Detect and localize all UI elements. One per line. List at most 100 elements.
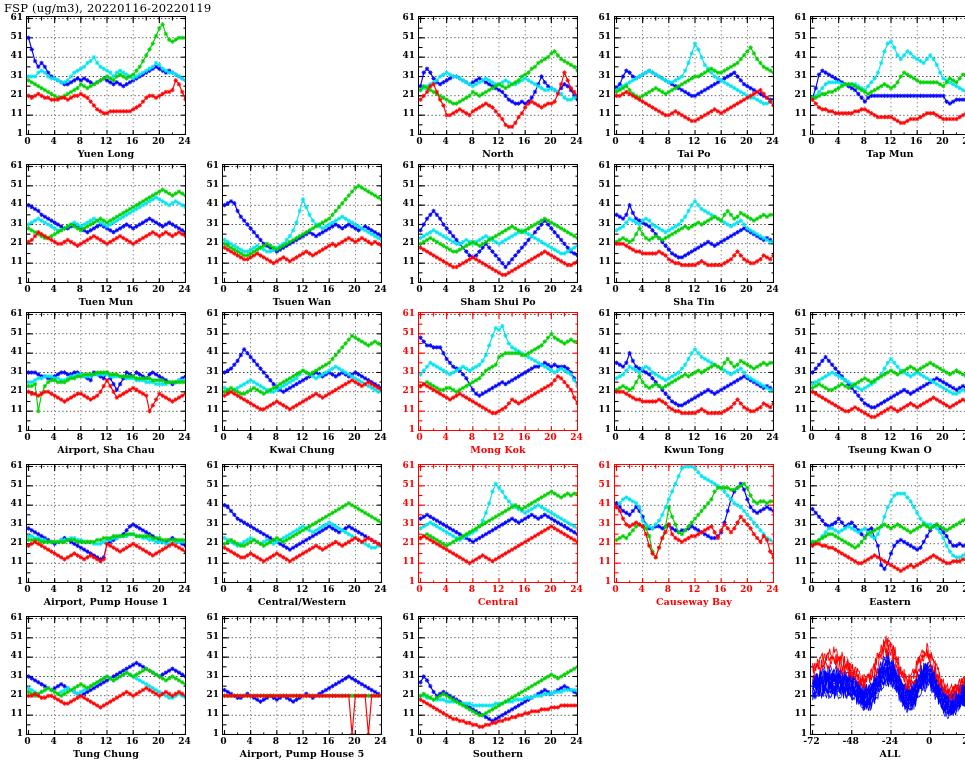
y-tick-label: 41 xyxy=(394,51,415,61)
y-tick-label: 21 xyxy=(198,238,219,248)
panel-title: Tuen Mun xyxy=(26,297,186,308)
y-tick-label: 11 xyxy=(394,405,415,415)
x-tick-label: 24 xyxy=(169,585,201,595)
y-tick-label: 31 xyxy=(394,71,415,81)
x-tick-label: 24 xyxy=(757,585,789,595)
y-tick-label: 11 xyxy=(198,405,219,415)
plot-area xyxy=(26,616,186,735)
y-tick-label: 11 xyxy=(2,557,23,567)
y-tick-label: 61 xyxy=(198,461,219,471)
panel-tseung-kwan-o: 111213141516104812162024Tseung Kwan O xyxy=(810,312,965,461)
y-tick-label: 21 xyxy=(2,386,23,396)
y-tick-label: 11 xyxy=(198,257,219,267)
y-tick-label: 41 xyxy=(786,347,807,357)
y-tick-label: 61 xyxy=(786,13,807,23)
series-green xyxy=(615,357,774,392)
plot-area xyxy=(26,464,186,583)
series-red xyxy=(419,374,578,415)
panel-title: Airport, Pump House 1 xyxy=(26,597,186,608)
y-tick-label: 51 xyxy=(394,328,415,338)
series-cyan xyxy=(419,482,578,542)
series-red xyxy=(223,694,382,735)
plot-area xyxy=(222,616,382,735)
y-tick-label: 61 xyxy=(394,309,415,319)
y-tick-label: 11 xyxy=(786,709,807,719)
y-tick-label: 41 xyxy=(590,51,611,61)
y-tick-label: 21 xyxy=(590,538,611,548)
plot-area xyxy=(810,464,965,583)
panel-title: Tai Po xyxy=(614,149,774,160)
plot-area xyxy=(810,312,965,431)
panel-title: Eastern xyxy=(810,597,965,608)
y-tick-label: 41 xyxy=(394,651,415,661)
panel-title: Kwun Tong xyxy=(614,445,774,456)
y-tick-label: 61 xyxy=(590,309,611,319)
panel-title: Sham Shui Po xyxy=(418,297,578,308)
y-tick-label: 51 xyxy=(394,32,415,42)
series-green xyxy=(419,489,578,548)
y-tick-label: 31 xyxy=(590,519,611,529)
y-tick-label: 21 xyxy=(786,386,807,396)
x-tick-label: 24 xyxy=(953,433,965,443)
y-tick-label: 51 xyxy=(786,328,807,338)
y-tick-label: 21 xyxy=(198,386,219,396)
x-tick-label: 24 xyxy=(561,737,593,747)
series-cyan xyxy=(615,465,774,544)
series-red xyxy=(27,230,186,248)
y-tick-label: 31 xyxy=(198,671,219,681)
series-green xyxy=(27,22,186,100)
series-blue xyxy=(419,336,578,398)
page-title: FSP (ug/m3), 20220116-20220119 xyxy=(4,1,211,15)
x-tick-label: 24 xyxy=(169,737,201,747)
panel-title: Central/Western xyxy=(222,597,382,608)
plot-area xyxy=(614,464,774,583)
series-red xyxy=(811,98,965,126)
plot-area xyxy=(418,312,578,431)
y-tick-label: 21 xyxy=(198,538,219,548)
panel-title: Airport, Sha Chau xyxy=(26,445,186,456)
x-tick-label: 24 xyxy=(757,137,789,147)
x-tick-label: 24 xyxy=(953,585,965,595)
y-tick-label: 31 xyxy=(394,367,415,377)
plot-area xyxy=(614,312,774,431)
y-tick-label: 41 xyxy=(198,347,219,357)
y-tick-label: 11 xyxy=(590,557,611,567)
plot-area xyxy=(418,464,578,583)
y-tick-label: 21 xyxy=(590,386,611,396)
y-tick-label: 61 xyxy=(394,613,415,623)
series-green xyxy=(615,45,774,100)
series-red xyxy=(811,390,965,420)
x-tick-label: 24 xyxy=(757,285,789,295)
plot-area xyxy=(26,312,186,431)
panel-title: Tap Mun xyxy=(810,149,965,160)
plot-area xyxy=(418,616,578,735)
x-tick-label: 24 xyxy=(169,285,201,295)
x-tick-label: 24 xyxy=(169,433,201,443)
y-tick-label: 21 xyxy=(590,90,611,100)
y-tick-label: 51 xyxy=(786,32,807,42)
plot-area xyxy=(222,164,382,283)
y-tick-label: 51 xyxy=(786,632,807,642)
panel-title: Central xyxy=(418,597,578,608)
x-tick-label: 24 xyxy=(757,433,789,443)
panel-title: Yuen Long xyxy=(26,149,186,160)
plot-area xyxy=(810,16,965,135)
y-tick-label: 61 xyxy=(394,461,415,471)
y-tick-label: 11 xyxy=(2,257,23,267)
y-tick-label: 41 xyxy=(198,199,219,209)
y-tick-label: 21 xyxy=(394,538,415,548)
y-tick-label: 31 xyxy=(786,519,807,529)
series-red xyxy=(27,78,186,115)
series-green xyxy=(615,482,774,560)
